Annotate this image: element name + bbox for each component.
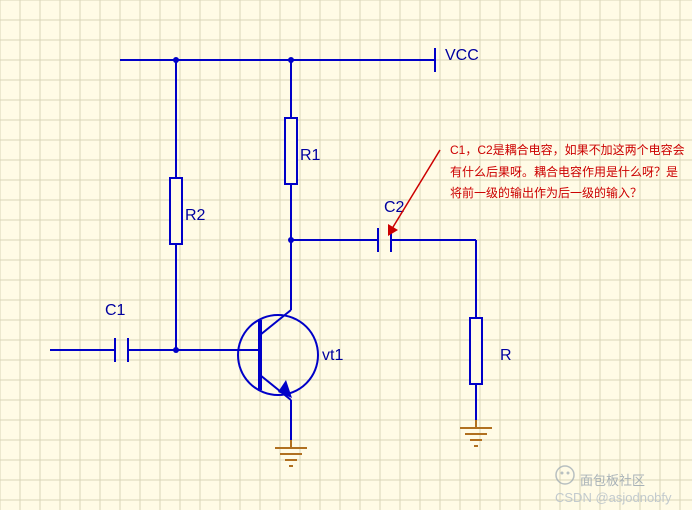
label-r2: R2 [185, 207, 206, 224]
label-vcc: VCC [445, 47, 479, 64]
watermark-logo: 面包板社区 [580, 470, 645, 489]
annotation-text: C1，C2是耦合电容，如果不加这两个电容会有什么后果呀。耦合电容作用是什么呀？是… [450, 140, 685, 205]
label-vt1: vt1 [322, 347, 343, 364]
label-r: R [500, 347, 512, 364]
schematic-svg: VCCR1R2RC1C2vt1 [0, 0, 692, 510]
label-c1: C1 [105, 302, 126, 319]
label-r1: R1 [300, 147, 321, 164]
schematic-canvas: VCCR1R2RC1C2vt1 C1，C2是耦合电容，如果不加这两个电容会有什么… [0, 0, 692, 510]
watermark-csdn: CSDN @asjodnobfy [555, 490, 672, 505]
